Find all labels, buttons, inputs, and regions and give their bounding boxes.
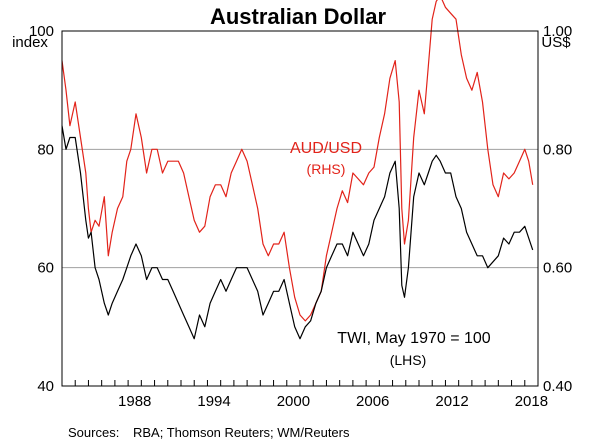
right-axis: 1.00 0.80 0.60 0.40 xyxy=(543,23,572,395)
source-label: Sources: xyxy=(68,425,119,440)
left-axis-unit: index xyxy=(12,34,48,51)
annotation-lhs: (LHS) xyxy=(390,352,427,368)
x-tick-label: 1988 xyxy=(118,393,151,410)
left-axis: 100 80 60 40 xyxy=(29,23,54,395)
plot-frame xyxy=(61,30,539,387)
annotation-rhs: (RHS) xyxy=(307,161,346,177)
x-axis: 1988 1994 2000 2006 2012 2018 xyxy=(61,380,548,410)
source-text: RBA; Thomson Reuters; WM/Reuters xyxy=(133,425,350,440)
left-tick-label: 80 xyxy=(37,141,54,158)
x-tick-label: 2018 xyxy=(515,393,548,410)
x-tick-label: 2000 xyxy=(277,393,310,410)
left-tick-label: 60 xyxy=(37,260,54,277)
series-line-twi xyxy=(61,125,534,340)
right-tick-label: 0.60 xyxy=(543,260,572,277)
annotation-twi: TWI, May 1970 = 100 xyxy=(337,330,491,347)
left-tick-label: 40 xyxy=(37,378,54,395)
x-tick-label: 2012 xyxy=(435,393,468,410)
x-tick-label: 1994 xyxy=(197,393,230,410)
annotation-aud-usd: AUD/USD xyxy=(290,140,362,157)
gridlines xyxy=(62,148,538,269)
right-tick-label: 1.00 xyxy=(543,23,572,40)
left-tick-label: 100 xyxy=(29,23,54,40)
right-tick-label: 0.80 xyxy=(543,141,572,158)
right-tick-label: 0.40 xyxy=(543,378,572,395)
chart-title: Australian Dollar xyxy=(210,4,386,29)
right-axis-unit: US$ xyxy=(541,34,571,51)
series-line-aud-usd xyxy=(61,0,534,322)
x-tick-label: 2006 xyxy=(356,393,389,410)
